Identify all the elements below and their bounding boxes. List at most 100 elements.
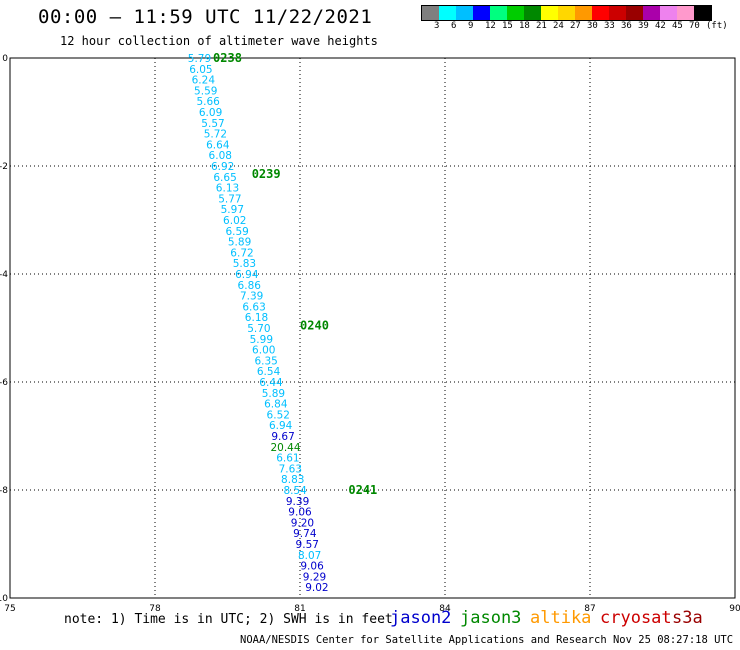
data-point-label: 5.70 [247,323,270,335]
data-point-label: 6.09 [199,107,222,119]
legend-swatch [422,6,439,20]
legend-swatch [660,6,677,20]
footer-credit: NOAA/NESDIS Center for Satellite Applica… [240,634,740,646]
y-tick-label: -2 [0,162,8,172]
satellite-cryosat: cryosat [600,608,672,628]
data-point-label: 6.63 [242,301,265,313]
data-point-label: 6.86 [238,280,262,292]
x-tick-label: 84 [439,604,451,614]
data-point-label: 8.83 [281,474,304,486]
data-point-label: 20.44 [270,442,300,454]
data-point-label: 5.72 [204,129,227,141]
satellite-jason2: jason2 [390,608,452,628]
data-point-label: 7.39 [240,291,263,303]
x-tick-label: 81 [294,604,305,614]
legend-swatch [677,6,694,20]
plot-frame [9,57,736,599]
legend-swatch [541,6,558,20]
data-point-label: 6.72 [230,247,253,259]
color-legend [421,5,712,21]
data-point-label: 6.64 [206,139,230,151]
data-point-label: 5.89 [228,237,251,249]
legend-swatch [524,6,541,20]
pass-annotation: 0240 [300,318,329,332]
legend-label: 70 [689,21,700,31]
y-tick-label: -10 [0,594,8,604]
legend-label: 36 [621,21,632,31]
legend-swatch [592,6,609,20]
data-point-label: 7.63 [279,463,302,475]
data-point-label: 6.61 [276,453,299,465]
legend-label: 15 [502,21,513,31]
legend-swatch [558,6,575,20]
legend-label: 18 [519,21,530,31]
data-point-label: 6.94 [235,269,259,281]
x-tick-label: 75 [4,604,15,614]
data-point-label: 9.39 [286,496,309,508]
legend-label: (ft) [706,21,728,31]
legend-label: 30 [587,21,598,31]
data-point-label: 9.06 [288,507,312,519]
data-point-label: 6.52 [267,409,290,421]
data-point-label: 6.05 [189,64,212,76]
legend-label: 21 [536,21,547,31]
data-point-label: 5.59 [194,85,217,97]
legend-swatch [439,6,456,20]
legend-label: 3 [434,21,440,31]
data-point-label: 5.83 [233,258,256,270]
data-point-label: 6.02 [223,215,246,227]
legend-label: 6 [451,21,457,31]
data-point-label: 6.44 [259,377,283,389]
satellite-altika: altika [530,608,592,628]
y-tick-label: 0 [2,54,8,64]
data-point-label: 5.66 [196,96,220,108]
data-point-label: 6.84 [264,399,288,411]
data-point-label: 8.54 [283,485,307,497]
legend-label: 39 [638,21,649,31]
legend-label: 45 [672,21,683,31]
data-point-label: 5.89 [262,388,285,400]
legend-swatch [643,6,660,20]
legend-label: 33 [604,21,615,31]
legend-label: 24 [553,21,564,31]
y-tick-label: -4 [0,270,8,280]
data-point-label: 6.94 [269,420,293,432]
legend-swatch [694,6,711,20]
data-point-label: 5.97 [221,204,244,216]
chart-subtitle: 12 hour collection of altimeter wave hei… [60,34,378,48]
data-point-label: 9.57 [296,539,319,551]
pass-annotation: 0241 [348,483,377,497]
legend-label: 27 [570,21,581,31]
x-tick-label: 90 [729,604,740,614]
legend-swatch [626,6,643,20]
legend-swatch [490,6,507,20]
data-point-label: 6.59 [225,226,248,238]
data-point-label: 6.92 [211,161,234,173]
pass-annotation: 0238 [213,51,242,65]
data-point-label: 9.29 [303,571,326,583]
data-point-label: 6.24 [192,75,216,87]
data-point-label: 6.35 [254,355,277,367]
legend-swatch [575,6,592,20]
data-point-label: 5.77 [218,193,241,205]
legend-swatch [507,6,524,20]
legend-label: 9 [468,21,474,31]
note-text: note: 1) Time is in UTC; 2) SWH is in fe… [64,612,393,627]
data-point-label: 9.67 [271,431,294,443]
data-point-label: 6.13 [216,183,239,195]
data-point-label: 6.54 [257,366,281,378]
legend-label: 12 [485,21,496,31]
legend-label: 42 [655,21,666,31]
satellite-jason3: jason3 [460,608,522,628]
data-point-label: 9.74 [293,528,317,540]
legend-swatch [609,6,626,20]
x-tick-label: 78 [149,604,161,614]
y-tick-label: -8 [0,486,8,496]
data-point-label: 5.79 [188,53,211,65]
legend-swatch [473,6,490,20]
pass-annotation: 0239 [252,167,281,181]
x-tick-label: 87 [584,604,595,614]
legend-swatch [456,6,473,20]
satellite-s3a: s3a [672,608,703,628]
